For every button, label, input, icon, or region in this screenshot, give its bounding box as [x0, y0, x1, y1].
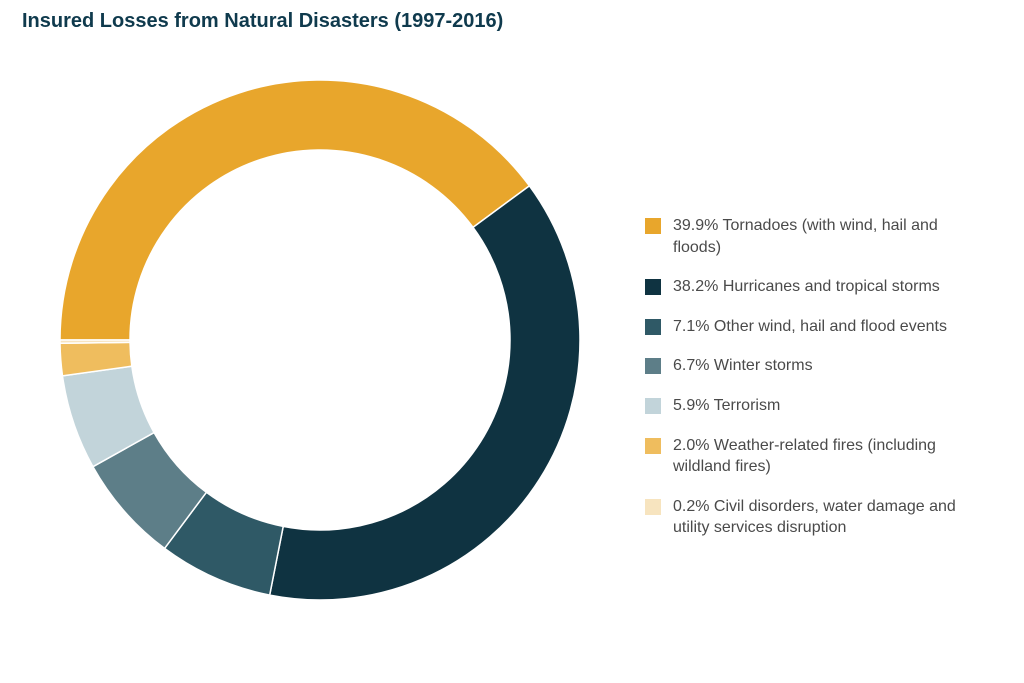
legend-item: 5.9% Terrorism: [645, 395, 985, 417]
legend-item: 38.2% Hurricanes and tropical storms: [645, 276, 985, 298]
legend-item: 7.1% Other wind, hail and flood events: [645, 316, 985, 338]
legend-swatch: [645, 279, 661, 295]
chart-title: Insured Losses from Natural Disasters (1…: [22, 10, 503, 33]
donut-chart: [60, 80, 580, 600]
legend-swatch: [645, 438, 661, 454]
legend-label: 7.1% Other wind, hail and flood events: [673, 316, 985, 338]
legend-item: 39.9% Tornadoes (with wind, hail and flo…: [645, 215, 985, 258]
donut-slice: [270, 186, 580, 600]
legend-label: 2.0% Weather-related fires (including wi…: [673, 435, 985, 478]
legend-item: 0.2% Civil disorders, water damage and u…: [645, 496, 985, 539]
legend-label: 0.2% Civil disorders, water damage and u…: [673, 496, 985, 539]
legend-label: 38.2% Hurricanes and tropical storms: [673, 276, 985, 298]
legend-label: 6.7% Winter storms: [673, 355, 985, 377]
legend-item: 2.0% Weather-related fires (including wi…: [645, 435, 985, 478]
legend-swatch: [645, 499, 661, 515]
legend-swatch: [645, 218, 661, 234]
legend-label: 39.9% Tornadoes (with wind, hail and flo…: [673, 215, 985, 258]
legend-swatch: [645, 398, 661, 414]
legend-swatch: [645, 319, 661, 335]
legend-label: 5.9% Terrorism: [673, 395, 985, 417]
legend-swatch: [645, 358, 661, 374]
chart-legend: 39.9% Tornadoes (with wind, hail and flo…: [645, 215, 985, 557]
legend-item: 6.7% Winter storms: [645, 355, 985, 377]
donut-slice: [60, 340, 130, 343]
donut-slice: [60, 80, 529, 340]
